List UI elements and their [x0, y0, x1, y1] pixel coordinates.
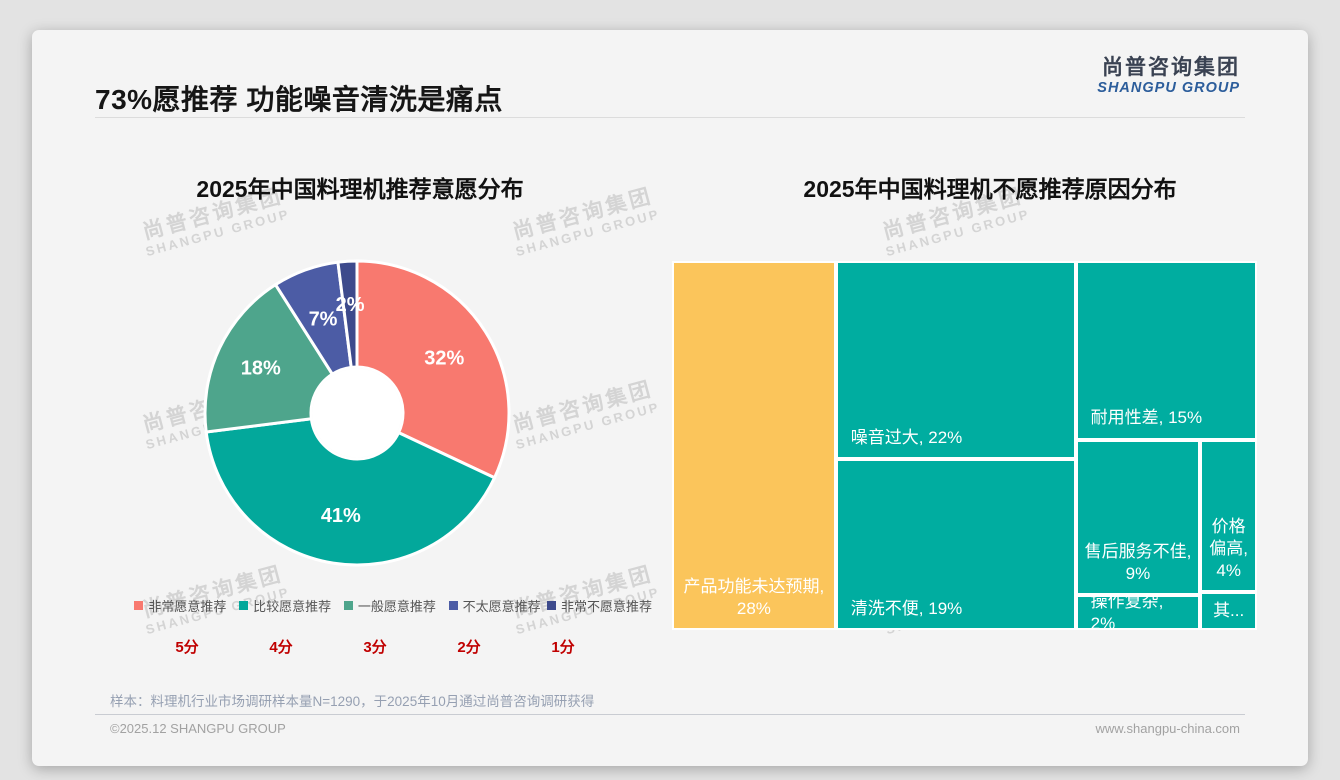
- donut-slice-1[interactable]: [355, 259, 511, 480]
- donut-value-label: 18%: [241, 358, 281, 380]
- header-divider: [95, 117, 1245, 118]
- donut-value-label: 32%: [424, 348, 464, 370]
- legend-item-3[interactable]: 一般愿意推荐: [337, 596, 442, 615]
- watermark-en: SHANGPU GROUP: [884, 206, 1032, 260]
- score-label-1: 5分: [175, 639, 199, 656]
- page-title: 73%愿推荐 功能噪音清洗是痛点: [95, 84, 503, 115]
- sample-footnote: 样本：料理机行业市场调研样本量N=1290，于2025年10月通过尚普咨询调研获…: [110, 690, 594, 710]
- treemap-cell-label: 清洗不便, 19%: [850, 598, 963, 618]
- treemap-chart: 产品功能未达预期, 28% 噪音过大, 22% 清洗不便, 19% 耐用性差, 15%…: [672, 261, 1257, 630]
- score-label-5: 1分: [551, 639, 575, 656]
- donut-hole: [312, 368, 402, 458]
- donut-slice-2[interactable]: [204, 417, 497, 567]
- treemap-cell-5[interactable]: 售后服务不佳, 9%: [1075, 439, 1201, 596]
- company-logo: 尚普咨询集团 SHANGPU GROUP: [1097, 56, 1240, 96]
- treemap-cell-label: 其...: [1213, 600, 1245, 620]
- legend-label: 不太愿意推荐: [462, 599, 541, 614]
- legend-swatch: [546, 601, 556, 610]
- score-label-3: 3分: [363, 639, 387, 656]
- donut-value-label: 41%: [321, 505, 361, 527]
- treemap-cell-label: 产品功能未达预期, 28%: [683, 576, 825, 618]
- legend-item-5[interactable]: 非常不愿意推荐: [546, 596, 652, 615]
- treemap-cell-label: 价格偏高, 4%: [1209, 516, 1249, 580]
- slide: 尚普咨询集团 SHANGPU GROUP 尚普咨询集团 SHANGPU GROUP 尚普…: [32, 30, 1308, 766]
- donut-value-label: 7%: [309, 309, 338, 331]
- legend-swatch: [448, 601, 458, 610]
- footnote-label: 样本：: [110, 694, 151, 709]
- treemap-cell-8[interactable]: 其...: [1200, 591, 1257, 630]
- legend-item-1[interactable]: 非常愿意推荐: [128, 596, 233, 615]
- treemap-cell-label: 售后服务不佳, 9%: [1084, 542, 1192, 584]
- treemap-cell-label: 操作复杂, 2%: [1090, 595, 1164, 630]
- watermark-en: SHANGPU GROUP: [514, 399, 662, 453]
- treemap-cell-7[interactable]: 操作复杂, 2%: [1075, 595, 1201, 630]
- donut-legend: 非常愿意推荐 比较愿意推荐 一般愿意推荐 不太愿意推荐 非常不愿意推荐: [128, 596, 652, 615]
- treemap-cell-4[interactable]: 耐用性差, 15%: [1075, 261, 1257, 440]
- legend-label: 比较愿意推荐: [253, 599, 332, 614]
- footnote-text: 料理机行业市场调研样本量N=1290，于2025年10月通过尚普咨询调研获得: [150, 694, 595, 709]
- treemap-cell-1[interactable]: 产品功能未达预期, 28%: [672, 261, 836, 630]
- score-label-2: 4分: [269, 639, 293, 656]
- footer-website: www.shangpu-china.com: [1095, 721, 1240, 736]
- logo-english-text: SHANGPU GROUP: [1097, 79, 1240, 96]
- score-label-4: 2分: [457, 639, 481, 656]
- legend-item-4[interactable]: 不太愿意推荐: [442, 596, 547, 615]
- donut-chart-title: 2025年中国料理机推荐意愿分布: [196, 176, 524, 202]
- treemap-chart-title: 2025年中国料理机不愿推荐原因分布: [803, 176, 1177, 202]
- legend-label: 非常不愿意推荐: [560, 599, 652, 614]
- treemap-cell-3[interactable]: 清洗不便, 19%: [835, 459, 1076, 630]
- donut-slice-5[interactable]: [336, 259, 359, 369]
- legend-label: 一般愿意推荐: [357, 599, 436, 614]
- legend-swatch: [239, 601, 249, 610]
- donut-chart: 32% 41% 18% 7%2%: [203, 259, 511, 567]
- legend-item-2[interactable]: 比较愿意推荐: [233, 596, 338, 615]
- footer-copyright: ©2025.12 SHANGPU GROUP: [110, 721, 286, 736]
- score-row: 5分 4分 3分 2分 1分: [140, 636, 610, 657]
- treemap-cell-2[interactable]: 噪音过大, 22%: [835, 261, 1076, 459]
- donut-value-label: 2%: [336, 294, 365, 316]
- treemap-cell-label: 耐用性差, 15%: [1090, 408, 1203, 428]
- legend-swatch: [343, 601, 353, 610]
- watermark-en: SHANGPU GROUP: [514, 206, 662, 260]
- footer-divider: [95, 714, 1245, 715]
- watermark-cn: 尚普咨询集团: [510, 377, 656, 437]
- treemap-cell-6[interactable]: 价格偏高, 4%: [1200, 439, 1257, 592]
- logo-chinese-text: 尚普咨询集团: [1102, 56, 1240, 79]
- treemap-cell-label: 噪音过大, 22%: [850, 427, 963, 447]
- donut-slice-3[interactable]: [203, 283, 334, 434]
- legend-label: 非常愿意推荐: [148, 599, 227, 614]
- legend-swatch: [134, 601, 144, 610]
